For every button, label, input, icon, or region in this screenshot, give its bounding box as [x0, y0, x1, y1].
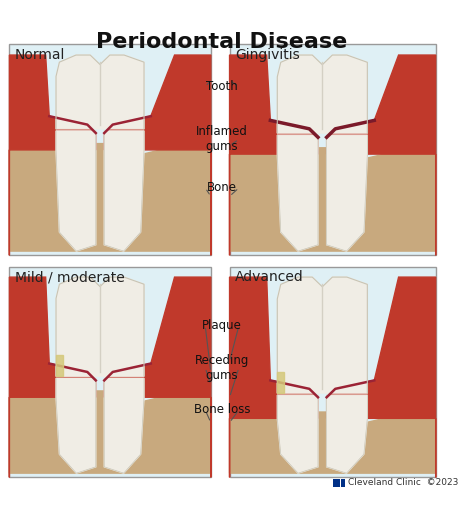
- Polygon shape: [327, 395, 367, 473]
- Polygon shape: [9, 391, 211, 473]
- Polygon shape: [9, 55, 96, 255]
- Polygon shape: [327, 277, 436, 477]
- Polygon shape: [104, 277, 211, 477]
- Polygon shape: [229, 412, 436, 473]
- Polygon shape: [277, 395, 318, 473]
- Text: Tooth: Tooth: [206, 80, 238, 93]
- Text: Plaque: Plaque: [202, 319, 242, 332]
- Bar: [341, 479, 345, 487]
- Bar: [333, 479, 340, 487]
- Polygon shape: [277, 277, 367, 393]
- Text: Periodontal Disease: Periodontal Disease: [96, 32, 348, 53]
- Polygon shape: [327, 55, 436, 255]
- Polygon shape: [229, 55, 318, 255]
- Polygon shape: [56, 131, 96, 251]
- Text: Bone loss: Bone loss: [194, 404, 250, 417]
- Polygon shape: [104, 378, 144, 473]
- Bar: [9, 267, 211, 477]
- Text: Cleveland Clinic  ©2023: Cleveland Clinic ©2023: [347, 478, 458, 487]
- Text: Normal: Normal: [15, 48, 65, 62]
- Polygon shape: [327, 135, 367, 251]
- Polygon shape: [9, 277, 96, 477]
- Polygon shape: [56, 277, 144, 376]
- Text: Mild / moderate: Mild / moderate: [15, 270, 125, 284]
- Polygon shape: [104, 55, 211, 255]
- Polygon shape: [229, 148, 436, 251]
- Text: Advanced: Advanced: [235, 270, 304, 284]
- Text: Gingivitis: Gingivitis: [235, 48, 300, 62]
- Polygon shape: [9, 144, 211, 251]
- Bar: [229, 45, 436, 255]
- Bar: [9, 45, 211, 255]
- Bar: [229, 267, 436, 477]
- Text: Receding
gums: Receding gums: [195, 354, 249, 382]
- Polygon shape: [277, 55, 367, 133]
- Polygon shape: [277, 135, 318, 251]
- Polygon shape: [56, 378, 96, 473]
- Bar: [277, 372, 284, 393]
- Polygon shape: [229, 277, 318, 477]
- Polygon shape: [56, 55, 144, 129]
- Text: Bone: Bone: [207, 181, 237, 194]
- Text: Inflamed
gums: Inflamed gums: [196, 125, 248, 153]
- Polygon shape: [104, 131, 144, 251]
- Bar: [56, 355, 63, 376]
